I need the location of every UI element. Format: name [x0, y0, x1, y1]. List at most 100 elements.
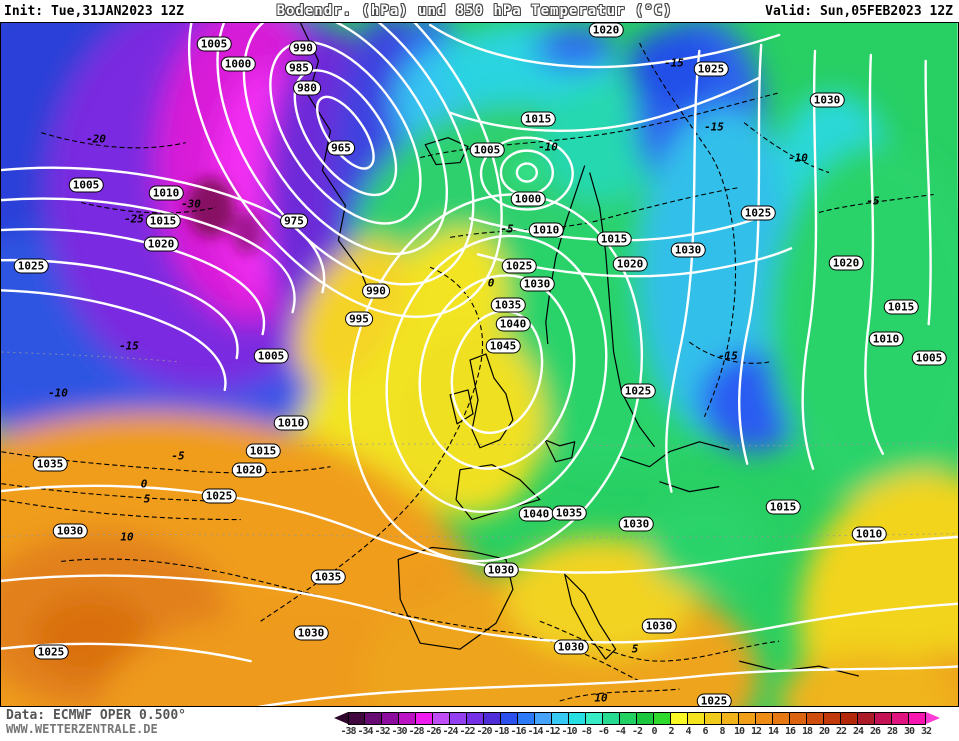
pressure-label: 1020	[612, 256, 648, 272]
temperature-label: 5	[143, 492, 151, 506]
temperature-label: 0	[487, 276, 495, 290]
pressure-label: 1030	[483, 562, 519, 578]
pressure-label: 1030	[641, 618, 677, 634]
legend-tick: -4	[614, 726, 626, 737]
pressure-label: 1025	[693, 61, 729, 77]
legend-tick: -2	[631, 726, 643, 737]
legend-left-arrow-icon	[334, 712, 348, 724]
header-bar: Init: Tue,31JAN2023 12Z Bodendr. (hPa) u…	[0, 0, 959, 22]
legend-color-box	[773, 712, 790, 725]
legend-tick: 28	[886, 726, 898, 737]
temperature-label: -10	[48, 386, 68, 400]
legend-tick: -12	[544, 726, 560, 737]
pressure-label: 985	[285, 60, 313, 76]
pressure-label: 965	[327, 140, 355, 156]
legend-color-box	[518, 712, 535, 725]
pressure-label: 1010	[868, 331, 904, 347]
legend-tick: 14	[767, 726, 779, 737]
legend-color-box	[909, 712, 926, 725]
legend-color-box	[586, 712, 603, 725]
data-source-label: Data: ECMWF OPER 0.500°	[6, 708, 187, 723]
legend-color-box	[399, 712, 416, 725]
pressure-label: 1025	[696, 693, 732, 706]
pressure-label: 1025	[33, 644, 69, 660]
legend-tick: 32	[920, 726, 932, 737]
pressure-label: 1010	[528, 222, 564, 238]
website-label: WWW.WETTERZENTRALE.DE	[6, 722, 158, 736]
temperature-label: 0	[140, 477, 148, 491]
legend-tick: -30	[391, 726, 407, 737]
temperature-label: 5	[631, 642, 639, 656]
valid-datetime: Valid: Sun,05FEB2023 12Z	[765, 3, 953, 19]
legend-tick: 16	[784, 726, 796, 737]
legend-color-box	[433, 712, 450, 725]
temperature-label: -10	[788, 151, 808, 165]
legend-tick: -26	[425, 726, 441, 737]
legend-color-boxes	[348, 712, 926, 725]
temperature-label: -25	[124, 212, 144, 226]
pressure-label: 1035	[490, 297, 526, 313]
pressure-label: 1005	[911, 350, 947, 366]
legend-tick: -38	[340, 726, 356, 737]
legend-color-box	[535, 712, 552, 725]
legend-color-box	[892, 712, 909, 725]
pressure-label: 1015	[245, 443, 281, 459]
temperature-legend: -38 -34 -32 -30 -28 -26 -24 -22 -20 -18 -16 -14 -12-…	[334, 712, 954, 740]
pressure-label: 1005	[469, 142, 505, 158]
legend-color-box	[569, 712, 586, 725]
legend-color-box	[722, 712, 739, 725]
temperature-label: -15	[704, 120, 724, 134]
legend-tick: -18	[493, 726, 509, 737]
pressure-label: 1030	[52, 523, 88, 539]
pressure-label: 990	[362, 283, 390, 299]
legend-tick: 12	[750, 726, 762, 737]
legend-tick: 22	[835, 726, 847, 737]
legend-tick: -34	[357, 726, 373, 737]
pressure-label: 1045	[485, 338, 521, 354]
temperature-field-canvas	[1, 23, 958, 706]
legend-tick: -32	[374, 726, 390, 737]
temperature-label: -5	[500, 222, 514, 236]
legend-tick: -6	[597, 726, 609, 737]
legend-tick: -24	[442, 726, 458, 737]
pressure-label: 1010	[148, 185, 184, 201]
legend-color-box	[671, 712, 688, 725]
legend-color-box	[467, 712, 484, 725]
legend-color-box	[858, 712, 875, 725]
legend-color-box	[790, 712, 807, 725]
pressure-label: 1035	[32, 456, 68, 472]
legend-tick: 8	[719, 726, 725, 737]
pressure-label: 1015	[883, 299, 919, 315]
pressure-label: 1015	[520, 111, 556, 127]
legend-tick: 26	[869, 726, 881, 737]
legend-color-box	[824, 712, 841, 725]
init-datetime: Init: Tue,31JAN2023 12Z	[4, 3, 185, 19]
pressure-label: 1030	[553, 639, 589, 655]
pressure-label: 1025	[501, 258, 537, 274]
legend-tick-labels: -38 -34 -32 -30 -28 -26 -24 -22 -20 -18 -16 -14 -12-…	[340, 726, 948, 738]
legend-right-arrow-icon	[926, 712, 940, 724]
pressure-label: 1015	[596, 231, 632, 247]
legend-tick: -20	[476, 726, 492, 737]
pressure-label: 1010	[851, 526, 887, 542]
temperature-label: -5	[866, 194, 880, 208]
legend-color-box	[552, 712, 569, 725]
temperature-label: 10	[120, 530, 134, 544]
pressure-label: 1030	[519, 276, 555, 292]
temperature-label: 10	[594, 691, 608, 705]
legend-color-box	[348, 712, 365, 725]
legend-tick: -10	[561, 726, 577, 737]
pressure-label: 1030	[618, 516, 654, 532]
legend-tick: -22	[459, 726, 475, 737]
legend-color-box	[501, 712, 518, 725]
pressure-label: 1020	[231, 462, 267, 478]
legend-tick: -28	[408, 726, 424, 737]
legend-color-box	[484, 712, 501, 725]
legend-tick: 30	[903, 726, 915, 737]
legend-color-box	[756, 712, 773, 725]
pressure-label: 1005	[196, 36, 232, 52]
pressure-label: 1020	[588, 23, 624, 38]
pressure-label: 980	[293, 80, 321, 96]
pressure-label: 1030	[670, 242, 706, 258]
pressure-label: 1005	[253, 348, 289, 364]
